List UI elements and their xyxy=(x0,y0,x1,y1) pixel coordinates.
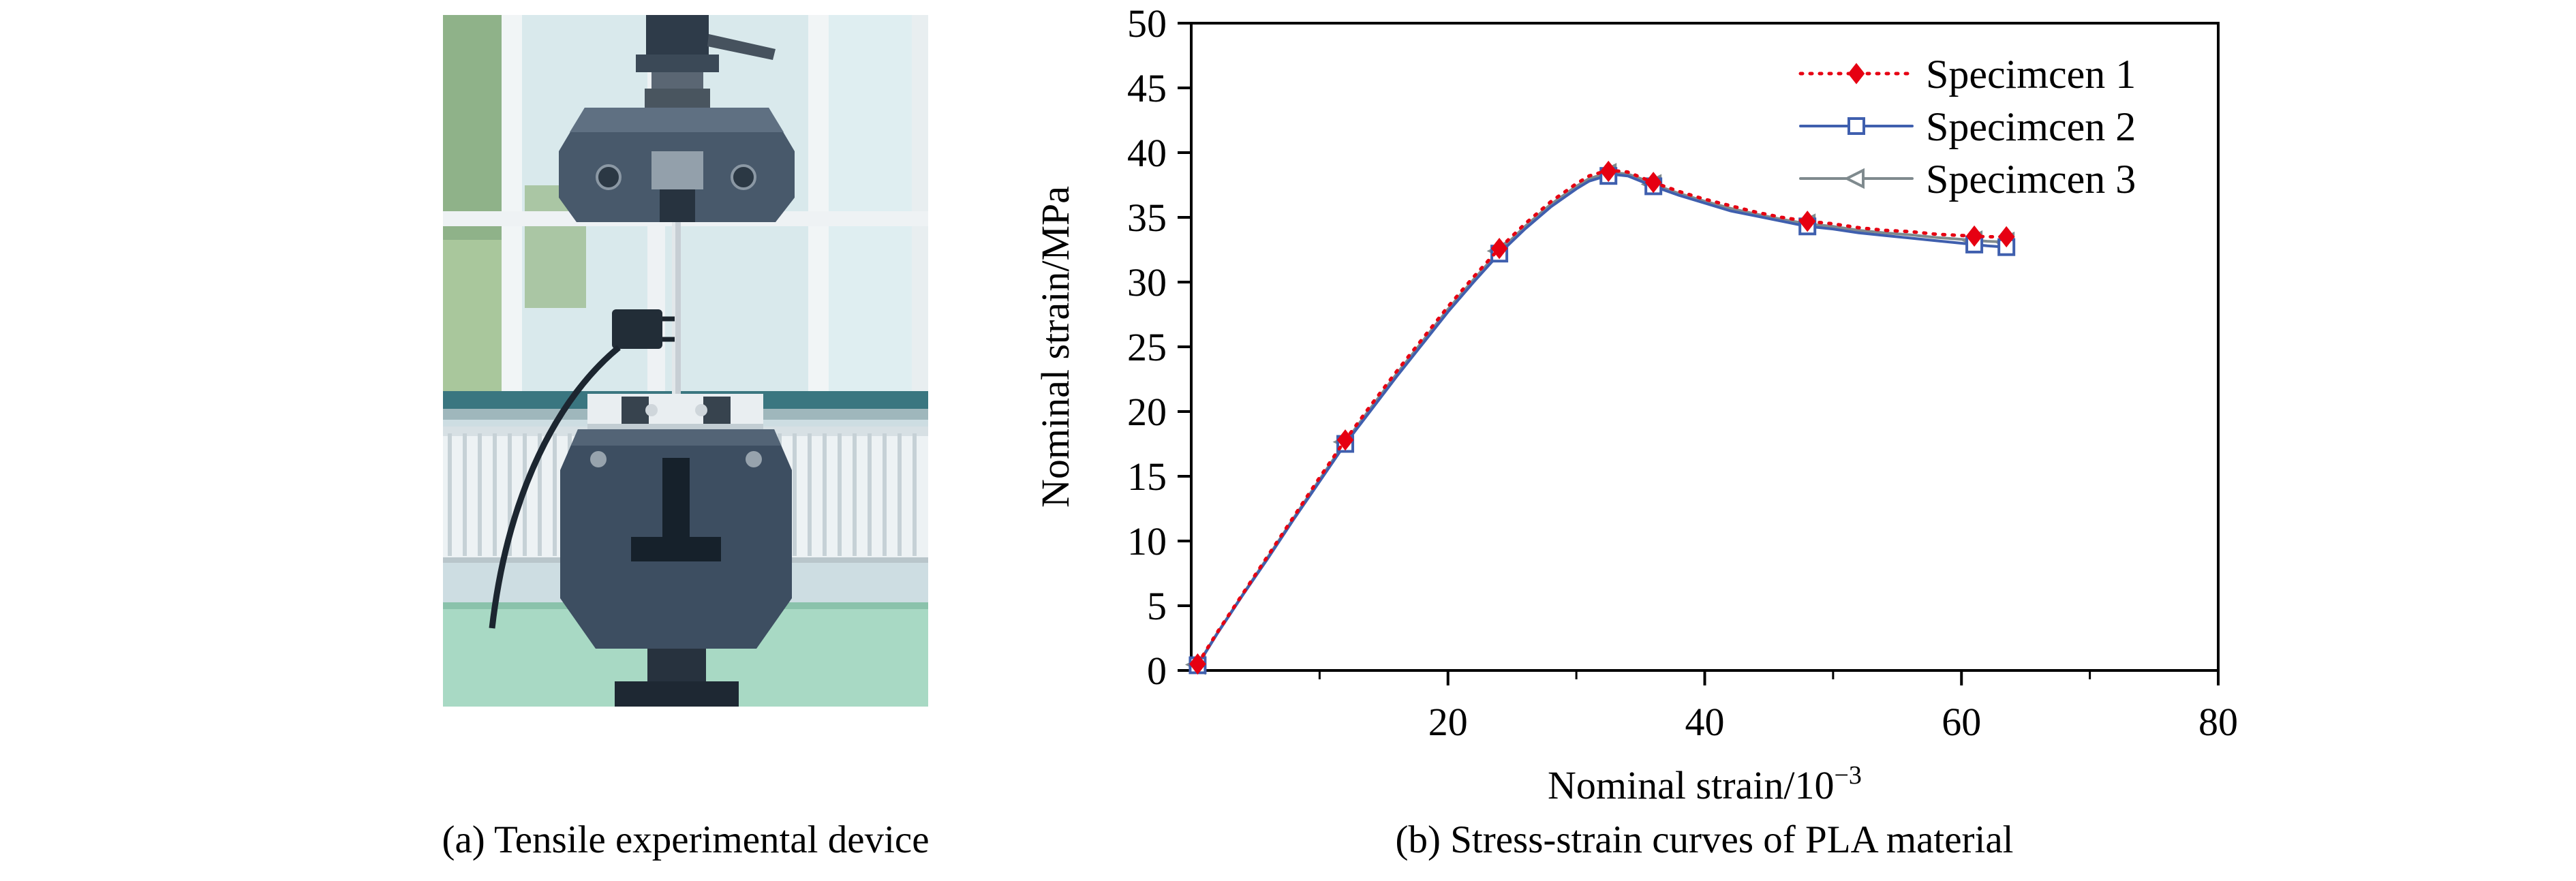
lower-grip xyxy=(560,394,792,649)
tensile-device-photo xyxy=(443,15,928,707)
y-tick-label: 45 xyxy=(1127,66,1167,110)
legend-label: Specimcen 1 xyxy=(1926,52,2136,97)
series-specimcen-1 xyxy=(1189,160,2015,675)
y-tick-label: 30 xyxy=(1127,260,1167,305)
x-axis-ticks: 20 40 60 80 xyxy=(1318,670,2238,744)
tensile-machine xyxy=(489,15,795,707)
legend-label: Specimcen 2 xyxy=(1926,104,2136,149)
series-specimcen-2 xyxy=(1189,167,2016,675)
y-axis-ticks: 0 5 10 15 20 25 30 35 40 45 50 xyxy=(1127,1,1191,693)
x-tick-label: 40 xyxy=(1685,700,1725,744)
tensile-device-illustration xyxy=(443,15,928,707)
legend: Specimcen 1 Specimcen 2 Specimcen 3 xyxy=(1798,52,2136,202)
machine-cable xyxy=(489,345,621,629)
x-tick-label: 20 xyxy=(1428,700,1468,744)
x-tick-label: 60 xyxy=(1942,700,1981,744)
caption-panel-a: (a) Tensile experimental device xyxy=(442,818,930,861)
y-tick-label: 25 xyxy=(1127,325,1167,369)
y-axis-label: Nominal strain/MPa xyxy=(1033,186,1077,508)
y-tick-label: 15 xyxy=(1127,454,1167,499)
y-tick-label: 5 xyxy=(1147,584,1167,628)
upper-grip xyxy=(559,108,795,222)
machine-pedestal xyxy=(615,649,739,707)
svg-text:Nominal strain/10−3: Nominal strain/10−3 xyxy=(1548,761,1862,804)
x-axis-label: Nominal strain/10−3 xyxy=(1548,761,1862,804)
machine-top-column xyxy=(636,15,776,109)
series-specimcen-3 xyxy=(1184,163,2015,675)
y-tick-label: 35 xyxy=(1127,196,1167,240)
stress-strain-chart: 0 5 10 15 20 25 30 35 40 45 50 20 40 60 80 Nominal stra… xyxy=(1033,1,2238,804)
y-tick-label: 20 xyxy=(1127,390,1167,434)
x-tick-label: 80 xyxy=(2198,700,2238,744)
caption-panel-b: (b) Stress-strain curves of PLA material xyxy=(1395,818,2014,861)
legend-label: Specimcen 3 xyxy=(1926,157,2136,202)
y-tick-label: 0 xyxy=(1147,649,1167,693)
y-tick-label: 10 xyxy=(1127,519,1167,563)
extensometer xyxy=(612,309,675,349)
y-tick-label: 50 xyxy=(1127,1,1167,46)
svg-text:Nominal strain/MPa: Nominal strain/MPa xyxy=(1033,186,1077,508)
y-tick-label: 40 xyxy=(1127,131,1167,175)
